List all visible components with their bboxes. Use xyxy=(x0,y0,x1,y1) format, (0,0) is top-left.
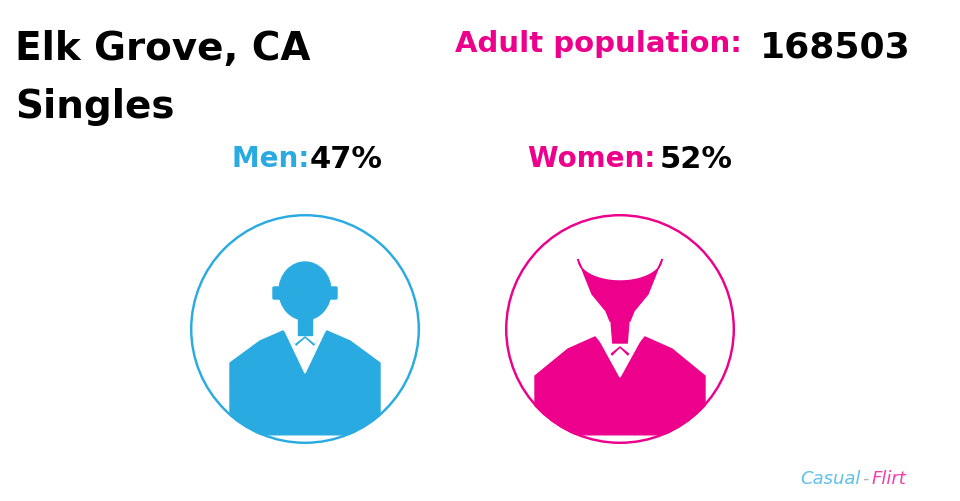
Polygon shape xyxy=(230,331,380,435)
Text: Men:: Men: xyxy=(232,145,319,173)
Polygon shape xyxy=(285,331,325,373)
Polygon shape xyxy=(298,317,312,335)
Text: 52%: 52% xyxy=(660,145,733,174)
Polygon shape xyxy=(598,337,642,377)
Polygon shape xyxy=(578,260,662,321)
FancyBboxPatch shape xyxy=(273,288,282,300)
Ellipse shape xyxy=(279,263,331,320)
Text: 168503: 168503 xyxy=(760,30,911,64)
Text: Elk Grove, CA: Elk Grove, CA xyxy=(15,30,310,68)
Text: Flirt: Flirt xyxy=(872,469,907,487)
Text: Casual: Casual xyxy=(800,469,860,487)
Polygon shape xyxy=(611,321,629,343)
Text: Adult population:: Adult population: xyxy=(455,30,752,58)
Polygon shape xyxy=(535,337,705,435)
Polygon shape xyxy=(297,337,313,388)
Text: Singles: Singles xyxy=(15,88,175,126)
FancyBboxPatch shape xyxy=(328,288,337,300)
Text: Women:: Women: xyxy=(528,145,665,173)
Text: -: - xyxy=(862,469,869,487)
Text: 47%: 47% xyxy=(310,145,383,174)
